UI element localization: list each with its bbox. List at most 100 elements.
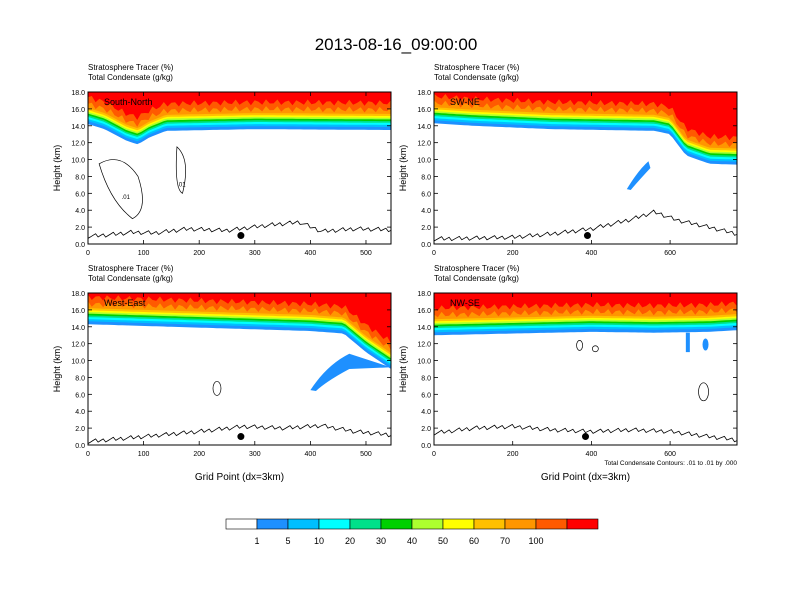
condensate-contour <box>698 382 709 402</box>
tracer-intrusion-blob <box>626 161 651 190</box>
colorbar-swatch <box>411 518 444 530</box>
plot-frame <box>433 91 738 245</box>
x-tick-label: 0 <box>86 250 90 257</box>
condensate-contour <box>98 159 143 220</box>
y-tick-label: 12.0 <box>71 141 85 148</box>
tracer-intrusion-streak <box>685 332 690 353</box>
header-condensate-label: Total Condensate (g/kg) <box>434 73 519 82</box>
y-tick-label: 10.0 <box>71 158 85 165</box>
x-tick-label: 200 <box>507 250 519 257</box>
colorbar-swatch <box>225 518 258 530</box>
tracer-band-9 <box>434 92 737 147</box>
plot-area: West-East <box>88 293 391 445</box>
header-condensate-label: Total Condensate (g/kg) <box>88 274 173 283</box>
panel-label: NW-SE <box>450 298 480 308</box>
colorbar: 1 5 10 20 30 40 50 60 70 100 <box>225 518 599 546</box>
y-tick-label: 14.0 <box>417 325 431 332</box>
plot-frame <box>87 292 392 446</box>
y-tick-label: 18.0 <box>71 291 85 298</box>
y-tick-label: 14.0 <box>71 124 85 131</box>
x-tick-label: 300 <box>249 250 261 257</box>
colorbar-label: 100 <box>528 536 543 546</box>
plot-frame <box>87 91 392 245</box>
terrain-line <box>88 220 391 239</box>
panel-west-east: Stratosphere Tracer (%)Total Condensate … <box>52 264 392 483</box>
y-tick-label: 16.0 <box>71 308 85 315</box>
y-tick-label: 16.0 <box>417 107 431 114</box>
tracer-band-9 <box>88 293 391 351</box>
y-tick-label: 4.0 <box>421 409 431 416</box>
x-tick-label: 500 <box>360 451 372 458</box>
y-tick-label: 2.0 <box>421 225 431 232</box>
y-tick-label: 10.0 <box>417 359 431 366</box>
colorbar-label: 30 <box>376 536 386 546</box>
tracer-intrusion-blob <box>702 338 709 351</box>
colorbar-swatch <box>318 518 351 530</box>
panel-sw-ne: Stratosphere Tracer (%)Total Condensate … <box>398 63 738 257</box>
y-tick-label: 8.0 <box>421 375 431 382</box>
header-condensate-label: Total Condensate (g/kg) <box>434 274 519 283</box>
y-tick-label: 0.0 <box>421 242 431 249</box>
colorbar-label: 10 <box>314 536 324 546</box>
y-tick-label: 6.0 <box>75 191 85 198</box>
y-tick-label: 12.0 <box>417 342 431 349</box>
x-tick-label: 600 <box>664 250 676 257</box>
y-tick-label: 0.0 <box>421 443 431 450</box>
figure-title: 2013-08-16_09:00:00 <box>315 35 478 54</box>
y-tick-label: 4.0 <box>75 208 85 215</box>
y-tick-label: 6.0 <box>421 191 431 198</box>
y-tick-label: 12.0 <box>71 342 85 349</box>
panel-nw-se: Stratosphere Tracer (%)Total Condensate … <box>398 264 738 483</box>
colorbar-swatch <box>566 518 599 530</box>
colorbar-swatch <box>380 518 413 530</box>
y-tick-label: 4.0 <box>421 208 431 215</box>
condensate-contour <box>576 340 583 351</box>
terrain-line <box>434 209 737 242</box>
y-tick-label: 8.0 <box>75 174 85 181</box>
colorbar-label: 60 <box>469 536 479 546</box>
y-tick-label: 10.0 <box>417 158 431 165</box>
y-axis-label: Height (km) <box>52 346 62 393</box>
header-tracer-label: Stratosphere Tracer (%) <box>434 63 520 72</box>
y-tick-label: 18.0 <box>417 291 431 298</box>
x-tick-label: 0 <box>432 250 436 257</box>
colorbar-label: 40 <box>407 536 417 546</box>
plot-area: .01 .01 South-North <box>88 92 391 244</box>
plot-area: NW-SE <box>434 293 737 445</box>
y-tick-label: 14.0 <box>417 124 431 131</box>
x-tick-label: 500 <box>360 250 372 257</box>
panels-group: Stratosphere Tracer (%)Total Condensate … <box>52 63 738 483</box>
x-tick-label: 600 <box>664 451 676 458</box>
location-marker <box>237 433 245 441</box>
x-tick-label: 0 <box>86 451 90 458</box>
tracer-band-10 <box>88 293 391 344</box>
y-tick-label: 14.0 <box>71 325 85 332</box>
colorbar-label: 70 <box>500 536 510 546</box>
y-tick-label: 18.0 <box>71 90 85 97</box>
colorbar-label: 5 <box>285 536 290 546</box>
plot-frame <box>433 292 738 446</box>
y-tick-label: 0.0 <box>75 242 85 249</box>
x-tick-label: 100 <box>138 250 150 257</box>
x-tick-label: 200 <box>507 451 519 458</box>
colorbar-swatch <box>287 518 320 530</box>
y-axis-label: Height (km) <box>398 346 408 393</box>
header-tracer-label: Stratosphere Tracer (%) <box>88 63 174 72</box>
x-tick-label: 0 <box>432 451 436 458</box>
x-tick-label: 200 <box>193 451 205 458</box>
contour-label: .01 <box>122 195 131 201</box>
colorbar-swatch <box>504 518 537 530</box>
y-tick-label: 6.0 <box>75 392 85 399</box>
colorbar-label: 20 <box>345 536 355 546</box>
panel-south-north: Stratosphere Tracer (%)Total Condensate … <box>52 63 392 257</box>
x-tick-label: 100 <box>138 451 150 458</box>
y-tick-label: 16.0 <box>417 308 431 315</box>
tracer-band-10 <box>434 92 737 141</box>
x-tick-label: 200 <box>193 250 205 257</box>
y-tick-label: 6.0 <box>421 392 431 399</box>
condensate-contour <box>591 345 599 353</box>
location-marker <box>583 232 591 240</box>
colorbar-swatch <box>535 518 568 530</box>
condensate-contour <box>212 381 222 396</box>
